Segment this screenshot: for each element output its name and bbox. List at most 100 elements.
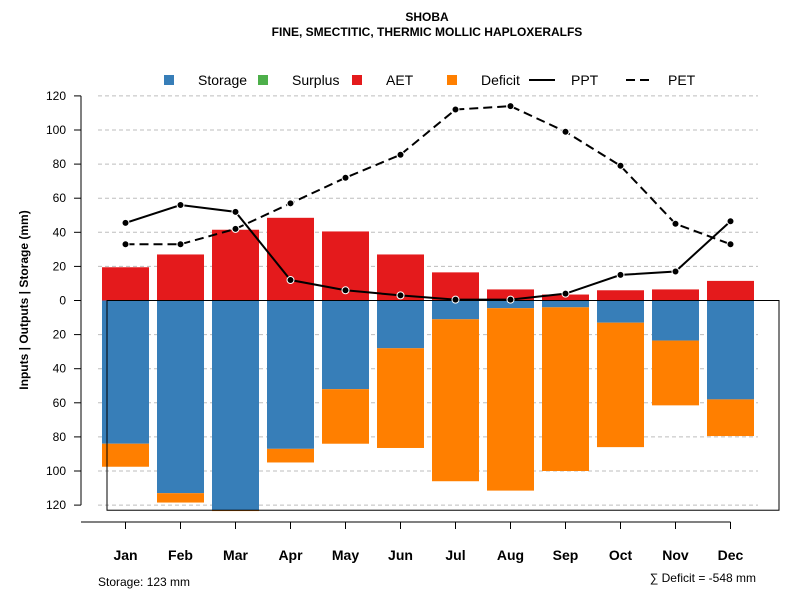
bar-storage-may — [322, 300, 369, 390]
deficit-annotation: ∑ Deficit = -548 mm — [650, 571, 756, 585]
y-tick-label-3: 60 — [53, 191, 67, 205]
bar-aet-mar — [212, 229, 259, 301]
legend-swatch-deficit — [447, 75, 457, 85]
bars — [102, 217, 754, 512]
legend-label-aet: AET — [386, 72, 414, 88]
x-tick-label-jan: Jan — [113, 547, 137, 563]
y-tick-label-12: 120 — [46, 498, 66, 512]
bar-deficit-dec — [707, 399, 754, 437]
bar-aet-feb — [157, 254, 204, 301]
pet-point-may — [341, 173, 350, 182]
x-tick-label-jul: Jul — [445, 547, 465, 563]
pet-point-feb — [176, 240, 185, 249]
bar-aet-oct — [597, 290, 644, 301]
bar-aet-dec — [707, 280, 754, 301]
x-tick-label-mar: Mar — [223, 547, 248, 563]
bar-deficit-sep — [542, 307, 589, 471]
legend-label-deficit: Deficit — [481, 72, 520, 88]
pet-point-sep — [561, 127, 570, 136]
pet-point-nov — [671, 219, 680, 228]
ppt-point-apr — [286, 276, 295, 285]
bar-storage-apr — [267, 300, 314, 449]
ppt-point-nov — [671, 267, 680, 276]
bar-storage-jul — [432, 300, 479, 320]
y-tick-label-4: 40 — [53, 225, 67, 239]
ppt-point-dec — [726, 217, 735, 226]
y-tick-label-1: 100 — [46, 123, 66, 137]
bar-storage-jan — [102, 300, 149, 444]
chart-title: SHOBA — [405, 10, 449, 24]
x-tick-label-jun: Jun — [388, 547, 413, 563]
pet-point-jan — [121, 240, 130, 249]
ppt-point-feb — [176, 201, 185, 210]
legend-swatch-aet — [352, 75, 362, 85]
legend-label-ppt: PPT — [571, 72, 599, 88]
y-tick-label-10: 80 — [53, 430, 67, 444]
y-tick-label-8: 40 — [53, 362, 67, 376]
pet-point-mar — [231, 224, 240, 233]
x-axis: Jan Feb Mar Apr May Jun Jul Aug Sep Oct Nov Dec — [81, 521, 744, 563]
bar-storage-jun — [377, 300, 424, 349]
x-tick-label-apr: Apr — [278, 547, 303, 563]
storage-annotation: Storage: 123 mm — [98, 575, 190, 589]
legend-label-pet: PET — [668, 72, 696, 88]
bar-deficit-may — [322, 389, 369, 444]
y-tick-label-6: 0 — [59, 294, 66, 308]
x-tick-label-sep: Sep — [553, 547, 579, 563]
bar-aet-jan — [102, 267, 149, 301]
ppt-line — [125, 204, 732, 301]
y-tick-label-11: 100 — [46, 464, 66, 478]
y-tick-label-7: 20 — [53, 328, 67, 342]
lines — [121, 102, 735, 304]
legend-swatch-storage — [164, 75, 174, 85]
pet-point-dec — [726, 240, 735, 249]
y-tick-label-2: 80 — [53, 157, 67, 171]
bar-deficit-jul — [432, 319, 479, 482]
bar-deficit-apr — [267, 448, 314, 463]
pet-point-aug — [506, 102, 515, 111]
y-tick-label-5: 20 — [53, 259, 67, 273]
ppt-point-may — [341, 286, 350, 295]
ppt-point-mar — [231, 207, 240, 216]
ppt-point-jul — [451, 295, 460, 304]
y-tick-label-0: 120 — [46, 89, 66, 103]
ppt-point-sep — [561, 289, 570, 298]
bar-deficit-jun — [377, 348, 424, 448]
legend-swatch-surplus — [258, 75, 268, 85]
bar-storage-sep — [542, 300, 589, 308]
bar-deficit-feb — [157, 493, 204, 503]
bar-storage-dec — [707, 300, 754, 400]
bar-deficit-aug — [487, 308, 534, 491]
x-tick-label-nov: Nov — [662, 547, 689, 563]
x-tick-label-dec: Dec — [718, 547, 744, 563]
grid-lines — [98, 95, 758, 506]
bar-aet-nov — [652, 289, 699, 301]
pet-line — [125, 105, 731, 246]
x-tick-label-aug: Aug — [497, 547, 524, 563]
bar-storage-aug — [487, 300, 534, 309]
pet-point-oct — [616, 161, 625, 170]
bar-storage-feb — [157, 300, 204, 494]
ppt-point-jan — [121, 218, 130, 227]
y-axis-label: Inputs | Outputs | Storage (mm) — [17, 210, 31, 389]
plot-frame — [106, 300, 780, 511]
x-tick-label-feb: Feb — [168, 547, 193, 563]
legend-label-surplus: Surplus — [292, 72, 339, 88]
chart-subtitle: FINE, SMECTITIC, THERMIC MOLLIC HAPLOXER… — [272, 25, 583, 39]
bar-deficit-nov — [652, 340, 699, 406]
pet-point-jun — [396, 150, 405, 159]
y-axis: 120 100 80 60 40 20 0 20 40 60 80 100 120 — [46, 89, 82, 512]
x-tick-label-may: May — [332, 547, 359, 563]
ppt-point-aug — [506, 295, 515, 304]
bar-deficit-oct — [597, 322, 644, 448]
pet-point-apr — [286, 199, 295, 208]
y-tick-label-9: 60 — [53, 396, 67, 410]
bar-storage-nov — [652, 300, 699, 341]
x-tick-label-oct: Oct — [609, 547, 633, 563]
bar-storage-mar — [212, 300, 259, 511]
pet-point-jul — [451, 105, 460, 114]
legend: Storage Surplus AET Deficit PPT PET — [164, 72, 696, 88]
bar-storage-oct — [597, 300, 644, 323]
legend-label-storage: Storage — [198, 72, 247, 88]
